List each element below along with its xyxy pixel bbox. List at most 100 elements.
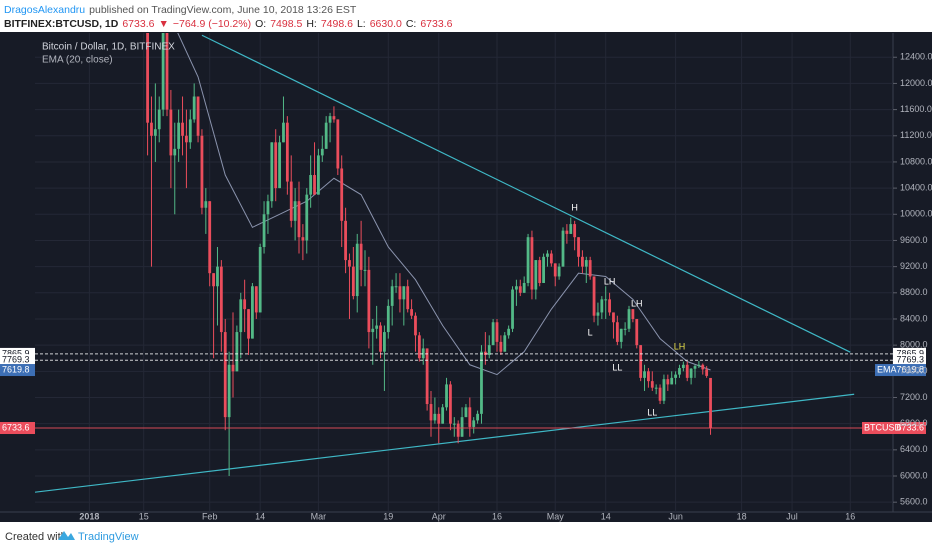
candle-body	[301, 237, 305, 241]
candle-body	[515, 286, 518, 290]
candle-body	[351, 266, 355, 297]
chart-title: Bitcoin / Dollar, 1D, BITFINEX	[42, 42, 175, 53]
header-text: C:	[406, 18, 417, 30]
candle-body	[414, 315, 417, 336]
candle-body	[320, 148, 324, 156]
price-label-box	[862, 422, 926, 435]
candle-body	[188, 119, 192, 143]
candle-body	[522, 282, 526, 293]
y-tick-label: 6000.0	[900, 470, 928, 480]
candle-body	[526, 237, 530, 283]
header-text: published on TradingView.com, June 10, 2…	[89, 4, 357, 16]
candle-body	[705, 369, 709, 376]
candle-body	[150, 122, 153, 136]
candle-body	[534, 260, 538, 290]
candle-body	[402, 286, 406, 300]
candle-body	[383, 332, 386, 352]
candle-body	[363, 269, 367, 271]
candle-body	[161, 33, 165, 110]
y-tick-label: 9600.0	[900, 235, 928, 245]
candle-body	[375, 325, 379, 329]
candle-body	[487, 345, 491, 355]
candle-body	[631, 309, 635, 319]
candle-body	[445, 384, 448, 408]
candle-body	[565, 230, 569, 234]
header-text: L:	[357, 18, 366, 30]
price-label: 7769.3	[2, 355, 30, 365]
candle-body	[670, 377, 674, 385]
candle-body	[247, 309, 250, 339]
x-tick-label: May	[547, 511, 565, 521]
candle-body	[499, 341, 503, 352]
candle-body	[406, 286, 410, 310]
candle-body	[379, 325, 382, 352]
header-text: 6630.0	[370, 18, 402, 30]
y-tick-label: 11200.0	[900, 130, 932, 140]
candle-body	[394, 286, 398, 288]
candle-body	[549, 253, 553, 264]
x-tick-label: 19	[383, 511, 393, 521]
x-tick-label: 2018	[79, 511, 99, 521]
candle-body	[662, 379, 666, 401]
ema-label-box	[0, 364, 35, 377]
footer-bar	[0, 522, 932, 550]
grid	[35, 33, 897, 512]
candle-body	[289, 181, 293, 221]
y-tick-label: 7600.0	[900, 366, 928, 376]
candle-body	[460, 417, 464, 437]
candle-body	[251, 286, 254, 339]
candle-body	[231, 364, 235, 372]
candle-body	[612, 312, 615, 323]
candle-body	[709, 377, 712, 429]
candle-body	[417, 335, 421, 359]
candle-body	[208, 201, 212, 274]
candle-body	[367, 269, 371, 333]
candle-body	[480, 351, 483, 414]
footer-brand[interactable]: TradingView	[78, 531, 139, 543]
candle-body	[254, 286, 258, 313]
price-label: 6733.6	[896, 422, 924, 432]
candle-body	[553, 263, 557, 277]
candle-body	[258, 247, 262, 313]
candle-body	[348, 260, 351, 267]
candle-body	[293, 201, 297, 221]
x-tick-label: 18	[737, 511, 747, 521]
ema-label-name: EMA	[877, 364, 897, 374]
annotation: L	[588, 328, 593, 338]
candle-body	[192, 96, 196, 120]
y-tick-label: 8800.0	[900, 287, 928, 297]
x-tick-label: Feb	[202, 511, 218, 521]
candle-body	[569, 224, 573, 234]
candle-body	[530, 237, 534, 290]
candle-body	[371, 328, 375, 333]
candle-body	[635, 318, 639, 346]
x-tick-label: Jul	[786, 511, 798, 521]
candle-body	[584, 260, 588, 267]
candle-body	[266, 201, 270, 215]
y-tick-label: 11600.0	[900, 104, 932, 114]
candle-body	[274, 142, 278, 189]
y-tick-label: 9200.0	[900, 261, 928, 271]
header-text: ▼	[158, 18, 168, 30]
candle-body	[421, 348, 425, 359]
candle-body	[685, 364, 689, 378]
candle-body	[542, 256, 545, 283]
ema-label-box	[875, 364, 926, 377]
annotation: LH	[674, 341, 686, 351]
candle-body	[297, 201, 301, 238]
candle-body	[643, 371, 646, 378]
candle-body	[697, 364, 701, 367]
price-label-box	[893, 354, 926, 367]
candle-body	[538, 260, 542, 283]
y-tick-label: 10800.0	[900, 156, 932, 166]
candle-body	[359, 243, 363, 270]
candle-body	[592, 276, 596, 316]
candle-body	[561, 230, 565, 267]
candle-body	[557, 266, 561, 277]
candle-body	[464, 407, 468, 418]
candle-body	[398, 286, 402, 300]
header-text: −764.9 (−10.2%)	[173, 18, 251, 30]
candle-body	[658, 387, 662, 401]
candle-body	[146, 33, 149, 123]
y-tick-label: 7200.0	[900, 392, 928, 402]
